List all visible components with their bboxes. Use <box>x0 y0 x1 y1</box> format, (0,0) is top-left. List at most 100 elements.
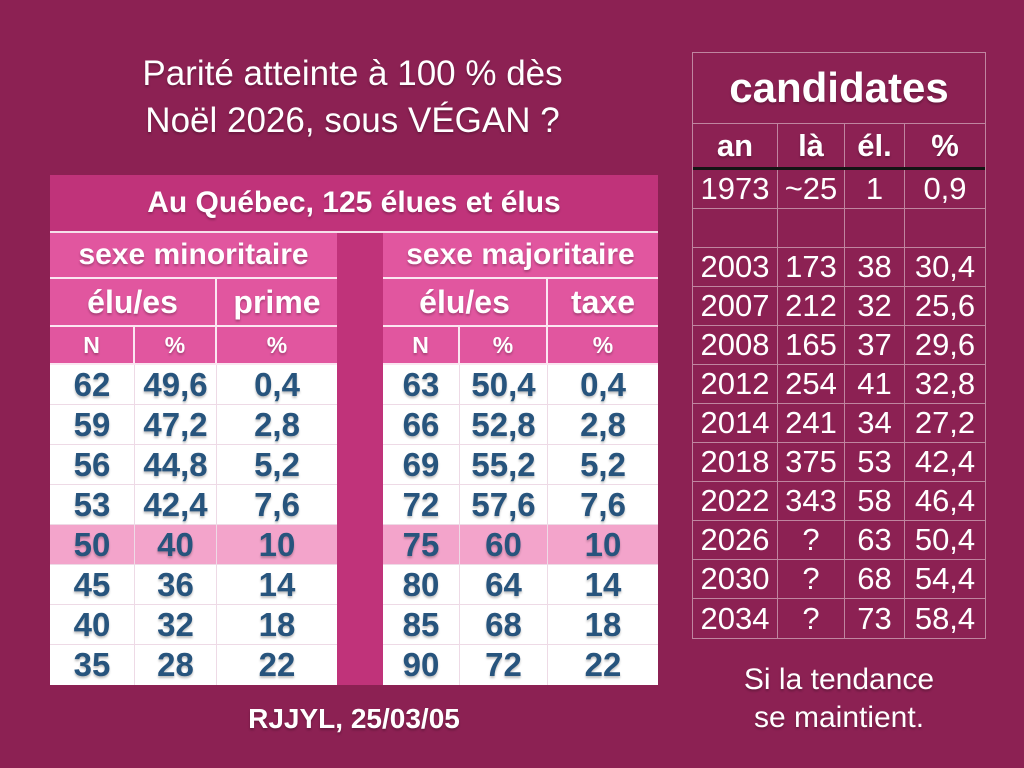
majority-group-header: sexe majoritaire <box>383 233 658 279</box>
cell: 44,8 <box>135 445 217 485</box>
cell: 29,6 <box>905 326 985 365</box>
cell: 14 <box>548 565 658 605</box>
table-row-empty <box>693 209 985 248</box>
slide-title-line2: Noël 2026, sous VÉGAN ? <box>145 101 560 140</box>
cell: 36 <box>135 565 217 605</box>
column-header-prime: prime <box>233 283 321 320</box>
cell: 73 <box>845 599 905 638</box>
cell: 18 <box>217 605 337 645</box>
unit-header-pct: % <box>266 331 288 358</box>
table-row: 2018 375 53 42,4 <box>693 443 985 482</box>
quebec-table-body: sexe minoritaire élu/es prime N % % 62 4… <box>50 233 658 685</box>
cell: 10 <box>217 525 337 565</box>
credit-line: RJJYL, 25/03/05 <box>248 703 460 734</box>
minority-group-header: sexe minoritaire <box>50 233 337 279</box>
cell: ~25 <box>778 170 845 209</box>
cell: 69 <box>383 445 460 485</box>
cell: 59 <box>50 405 135 445</box>
cell: 2014 <box>693 404 778 443</box>
cell: 72 <box>383 485 460 525</box>
cell: 14 <box>217 565 337 605</box>
cell: 0,4 <box>548 365 658 405</box>
cell: 32,8 <box>905 365 985 404</box>
cell: 1973 <box>693 170 778 209</box>
candidates-table-title: candidates <box>693 53 985 124</box>
table-row: 53 42,4 7,6 <box>50 485 337 525</box>
minority-subtable: sexe minoritaire élu/es prime N % % 62 4… <box>50 233 337 685</box>
column-header-elues: élu/es <box>50 279 217 325</box>
table-row: 45 36 14 <box>50 565 337 605</box>
table-row: 59 47,2 2,8 <box>50 405 337 445</box>
table-row: 2012 254 41 32,8 <box>693 365 985 404</box>
column-header-la: là <box>778 124 845 167</box>
column-header-elues: élu/es <box>383 279 548 325</box>
cell: 32 <box>845 287 905 326</box>
cell: 68 <box>845 560 905 599</box>
table-row: 2007 212 32 25,6 <box>693 287 985 326</box>
trend-note-line2: se maintient. <box>753 701 925 734</box>
cell: 53 <box>845 443 905 482</box>
cell: 52,8 <box>460 405 548 445</box>
cell: 85 <box>383 605 460 645</box>
table-row: 2008 165 37 29,6 <box>693 326 985 365</box>
cell: 41 <box>845 365 905 404</box>
cell: 68 <box>460 605 548 645</box>
table-row: 1973 ~25 1 0,9 <box>693 170 985 209</box>
cell: ? <box>778 560 845 599</box>
table-row: 2003 173 38 30,4 <box>693 248 985 287</box>
cell: 2034 <box>693 599 778 638</box>
unit-header-n: N <box>50 327 135 363</box>
cell: 2007 <box>693 287 778 326</box>
cell: 212 <box>778 287 845 326</box>
cell: 254 <box>778 365 845 404</box>
table-row: 66 52,8 2,8 <box>383 405 658 445</box>
table-row: 35 28 22 <box>50 645 337 685</box>
cell: 37 <box>845 326 905 365</box>
cell: 56 <box>50 445 135 485</box>
cell: 57,6 <box>460 485 548 525</box>
cell: 343 <box>778 482 845 521</box>
cell: 375 <box>778 443 845 482</box>
table-row: 62 49,6 0,4 <box>50 365 337 405</box>
table-row: 2026 ? 63 50,4 <box>693 521 985 560</box>
cell: 80 <box>383 565 460 605</box>
unit-header-pct: % <box>592 331 614 358</box>
table-row: 90 72 22 <box>383 645 658 685</box>
cell: 32 <box>135 605 217 645</box>
unit-header-n: N <box>383 327 460 363</box>
cell: 55,2 <box>460 445 548 485</box>
column-header-an: an <box>693 124 778 167</box>
cell: 0,4 <box>217 365 337 405</box>
cell: 5,2 <box>217 445 337 485</box>
unit-header-pct: % <box>135 327 217 363</box>
table-row-highlight: 50 40 10 <box>50 525 337 565</box>
quebec-table: Au Québec, 125 élues et élus sexe minori… <box>50 175 658 685</box>
cell: 72 <box>460 645 548 685</box>
minority-unit-headers: N % % <box>50 327 337 365</box>
cell: 60 <box>460 525 548 565</box>
cell: 30,4 <box>905 248 985 287</box>
cell <box>905 209 985 248</box>
table-row: 63 50,4 0,4 <box>383 365 658 405</box>
cell: 40 <box>135 525 217 565</box>
cell: 1 <box>845 170 905 209</box>
cell: 64 <box>460 565 548 605</box>
cell: 27,2 <box>905 404 985 443</box>
cell: 2026 <box>693 521 778 560</box>
cell: 5,2 <box>548 445 658 485</box>
quebec-table-title: Au Québec, 125 élues et élus <box>50 175 658 233</box>
table-row: 2022 343 58 46,4 <box>693 482 985 521</box>
slide-title: Parité atteinte à 100 % dès Noël 2026, s… <box>45 50 660 144</box>
table-row: 2030 ? 68 54,4 <box>693 560 985 599</box>
cell: 50,4 <box>460 365 548 405</box>
slide-title-line1: Parité atteinte à 100 % dès <box>142 54 563 93</box>
cell: 2,8 <box>548 405 658 445</box>
cell: 2,8 <box>217 405 337 445</box>
cell: 0,9 <box>905 170 985 209</box>
table-row: 2014 241 34 27,2 <box>693 404 985 443</box>
cell: 2003 <box>693 248 778 287</box>
cell: 28 <box>135 645 217 685</box>
minority-column-headers: élu/es prime <box>50 279 337 327</box>
cell: 173 <box>778 248 845 287</box>
cell: 2012 <box>693 365 778 404</box>
